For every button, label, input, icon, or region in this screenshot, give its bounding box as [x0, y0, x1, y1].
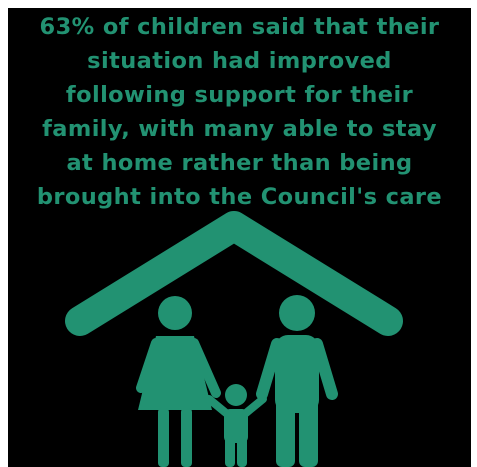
father-left-arm [256, 338, 283, 400]
headline-line-5: at home rather than being [66, 150, 413, 176]
child-left-arm [205, 395, 230, 417]
roof-icon [65, 211, 403, 336]
child-figure-icon [224, 384, 248, 467]
headline-line-1: 63% of children said that their [39, 14, 440, 40]
father-right-arm [311, 338, 338, 400]
headline-line-4: family, with many able to stay [42, 116, 437, 142]
headline-statistic: 63% of children said that their situatio… [8, 10, 471, 214]
headline-line-6: brought into the Council's care [36, 184, 443, 210]
father-figure-icon [275, 295, 319, 467]
mother-left-arm [136, 338, 161, 393]
infographic-panel: 63% of children said that their situatio… [8, 8, 471, 467]
family-under-roof-icon [65, 211, 403, 467]
mother-figure-icon [138, 296, 212, 467]
child-right-arm [242, 395, 267, 417]
mother-right-arm [189, 338, 221, 398]
headline-line-3: following support for their [65, 82, 414, 108]
headline-line-2: situation had improved [87, 48, 392, 74]
